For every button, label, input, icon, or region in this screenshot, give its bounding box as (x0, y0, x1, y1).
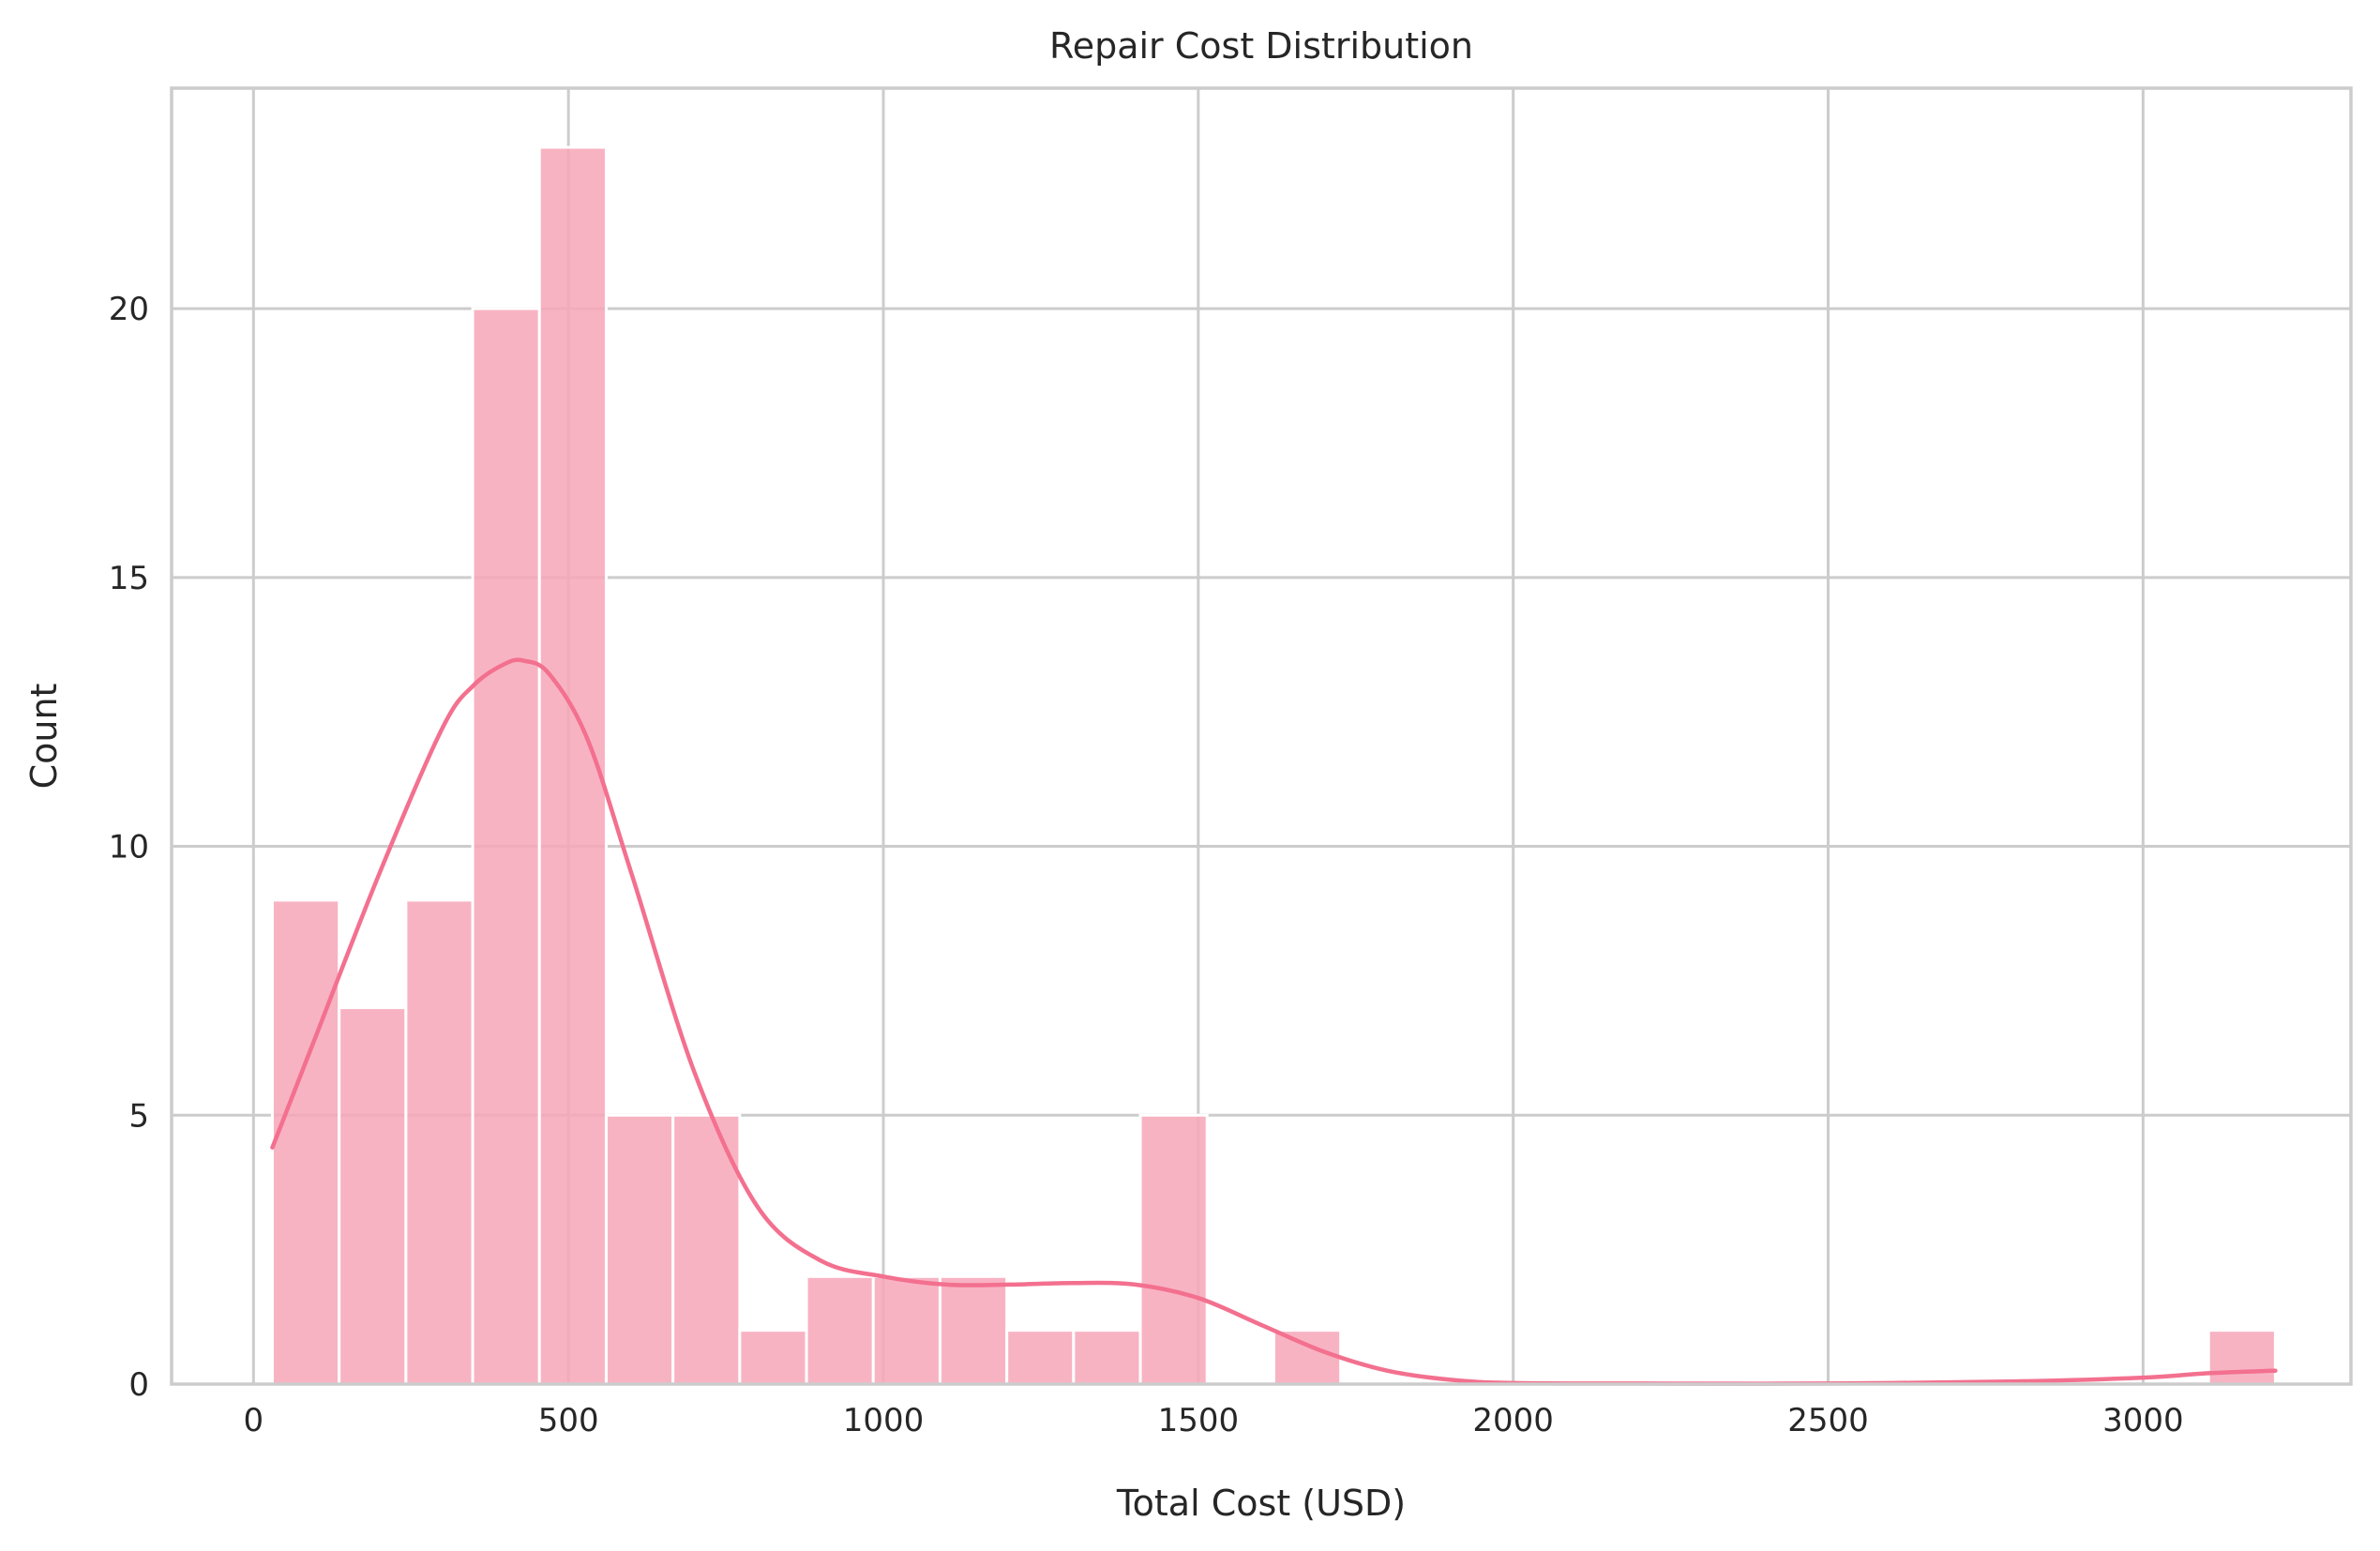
x-tick-label: 1000 (843, 1402, 925, 1439)
histogram-bar (1272, 1329, 1343, 1386)
histogram-bar (2207, 1329, 2277, 1386)
y-tick-label: 5 (128, 1097, 149, 1135)
histogram-bar (738, 1329, 808, 1386)
histogram-bar (871, 1274, 941, 1386)
y-axis-label: Count (23, 684, 65, 790)
plot-frame (170, 86, 2353, 1386)
x-tick-label: 3000 (2102, 1402, 2184, 1439)
y-tick-label: 15 (109, 560, 149, 597)
y-tick-label: 10 (109, 829, 149, 866)
histogram-bar (404, 898, 474, 1386)
histogram-bar (1005, 1329, 1076, 1386)
histogram-bar (1072, 1329, 1142, 1386)
x-tick-label: 500 (538, 1402, 599, 1439)
histogram-bar (270, 898, 341, 1386)
x-tick-label: 2000 (1472, 1402, 1554, 1439)
chart-title: Repair Cost Distribution (1049, 25, 1473, 67)
y-tick-label: 0 (128, 1366, 149, 1404)
x-tick-label: 2500 (1787, 1402, 1869, 1439)
y-tick-labels: 0 5 10 15 20 (109, 291, 149, 1404)
histogram-bar (338, 1006, 408, 1386)
x-tick-label: 1500 (1158, 1402, 1240, 1439)
histogram-bars (270, 145, 2277, 1386)
histogram-bar (805, 1274, 875, 1386)
y-tick-label: 20 (109, 291, 149, 328)
histogram-bar (471, 307, 541, 1386)
histogram-bar (671, 1113, 742, 1386)
x-tick-labels: 0 500 1000 1500 2000 2500 3000 (243, 1402, 2183, 1439)
histogram-bar (938, 1274, 1009, 1386)
histogram-bar (1138, 1113, 1209, 1386)
x-tick-label: 0 (243, 1402, 264, 1439)
x-axis-label: Total Cost (USD) (1116, 1483, 1406, 1524)
histogram-bar (604, 1113, 675, 1386)
